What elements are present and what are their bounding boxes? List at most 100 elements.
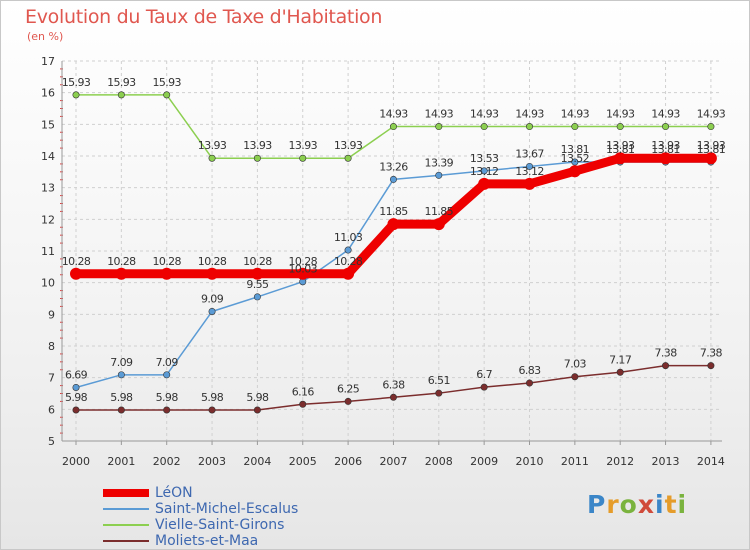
y-tick-label: 16	[41, 87, 55, 100]
data-label: 14.93	[470, 108, 499, 121]
chart-unit-label: (en %)	[27, 30, 64, 43]
data-label: 10.28	[62, 255, 91, 268]
y-tick-label: 7	[48, 372, 55, 385]
data-label: 7.09	[156, 356, 179, 369]
axes: 5 6 7 8 9 10 11 12 13 14 15 16 17 2000 2001 2002 2003 200…	[41, 55, 725, 468]
data-point	[707, 123, 715, 131]
x-tick-label: 2010	[516, 455, 544, 468]
data-point	[389, 175, 397, 183]
legend-label: Saint-Michel-Escalus	[155, 501, 299, 517]
data-label: 13.26	[379, 160, 408, 173]
x-tick-label: 2012	[606, 455, 634, 468]
x-tick-label: 2005	[289, 455, 317, 468]
data-point	[480, 167, 488, 175]
data-point	[160, 267, 173, 280]
data-point	[117, 406, 125, 414]
data-label: 10.28	[289, 255, 318, 268]
data-point	[616, 368, 624, 376]
data-label: 10.28	[334, 255, 363, 268]
data-point	[208, 154, 216, 162]
data-point	[571, 123, 579, 131]
legend-item: LéON	[103, 485, 363, 501]
data-label: 7.09	[110, 356, 133, 369]
data-label: 10.28	[198, 255, 227, 268]
x-tick-label: 2007	[379, 455, 407, 468]
data-label: 5.98	[246, 391, 269, 404]
legend-item: Saint-Michel-Escalus	[103, 501, 363, 517]
data-point	[525, 379, 533, 387]
data-label: 13.93	[198, 139, 227, 152]
data-label: 5.98	[156, 391, 179, 404]
legend-item: Moliets-et-Maa	[103, 533, 363, 549]
data-label: 10.03	[289, 263, 318, 276]
x-tick-label: 2011	[561, 455, 589, 468]
x-tick-label: 2006	[334, 455, 362, 468]
data-point	[251, 267, 264, 280]
data-label: 13.52	[561, 152, 590, 165]
data-label: 13.93	[289, 139, 318, 152]
data-label: 6.25	[337, 382, 360, 395]
legend: LéON Saint-Michel-Escalus Vielle-Saint-Gir…	[103, 485, 363, 549]
data-point	[253, 293, 261, 301]
data-point	[115, 267, 128, 280]
data-label: 10.28	[152, 255, 181, 268]
data-label: 13.81	[651, 143, 680, 156]
data-label: 13.93	[334, 139, 363, 152]
data-point	[614, 152, 627, 165]
data-label: 9.55	[246, 278, 269, 291]
logo-letter: r	[606, 490, 620, 519]
data-label: 14.93	[515, 108, 544, 121]
logo-letter: i	[655, 490, 665, 519]
data-label: 11.85	[425, 205, 454, 218]
x-tick-label: 2002	[153, 455, 181, 468]
data-label: 14.93	[606, 108, 635, 121]
data-label: 7.38	[700, 347, 723, 360]
logo-letter: P	[587, 490, 607, 519]
data-point	[435, 389, 443, 397]
series-lines	[70, 91, 717, 414]
data-label: 6.83	[518, 364, 541, 377]
data-label: 13.93	[697, 139, 726, 152]
data-point	[72, 406, 80, 414]
y-tick-label: 15	[41, 118, 55, 131]
data-point	[432, 218, 445, 231]
data-point	[163, 371, 171, 379]
y-tick-label: 11	[41, 245, 55, 258]
data-label: 13.81	[697, 143, 726, 156]
data-label: 5.98	[65, 391, 88, 404]
data-label: 7.17	[609, 353, 632, 366]
chart-title: Evolution du Taux de Taxe d'Habitation	[25, 6, 383, 28]
y-tick-label: 10	[41, 277, 55, 290]
data-label: 10.28	[107, 255, 136, 268]
y-tick-label: 12	[41, 213, 55, 226]
data-label: 13.93	[243, 139, 272, 152]
data-label: 13.93	[606, 139, 635, 152]
data-point	[344, 154, 352, 162]
data-label: 14.93	[651, 108, 680, 121]
data-label: 14.93	[379, 108, 408, 121]
data-label: 13.81	[561, 143, 590, 156]
y-tick-label: 9	[48, 308, 55, 321]
data-label: 6.69	[65, 368, 88, 381]
data-point	[208, 406, 216, 414]
y-tick-label: 5	[48, 435, 55, 448]
data-point	[525, 123, 533, 131]
data-label: 9.09	[201, 292, 224, 305]
data-point	[704, 152, 717, 165]
data-point	[525, 162, 533, 170]
data-point	[480, 383, 488, 391]
data-label: 6.38	[382, 378, 405, 391]
data-point	[206, 267, 219, 280]
data-label: 13.53	[470, 152, 499, 165]
data-point	[662, 123, 670, 131]
data-point	[344, 397, 352, 405]
data-point	[389, 123, 397, 131]
data-label: 13.81	[606, 143, 635, 156]
x-tick-label: 2004	[243, 455, 271, 468]
data-point	[568, 165, 581, 178]
data-point	[707, 362, 715, 370]
logo-letter: o	[619, 490, 638, 519]
data-label: 7.03	[564, 358, 587, 371]
data-point	[208, 307, 216, 315]
